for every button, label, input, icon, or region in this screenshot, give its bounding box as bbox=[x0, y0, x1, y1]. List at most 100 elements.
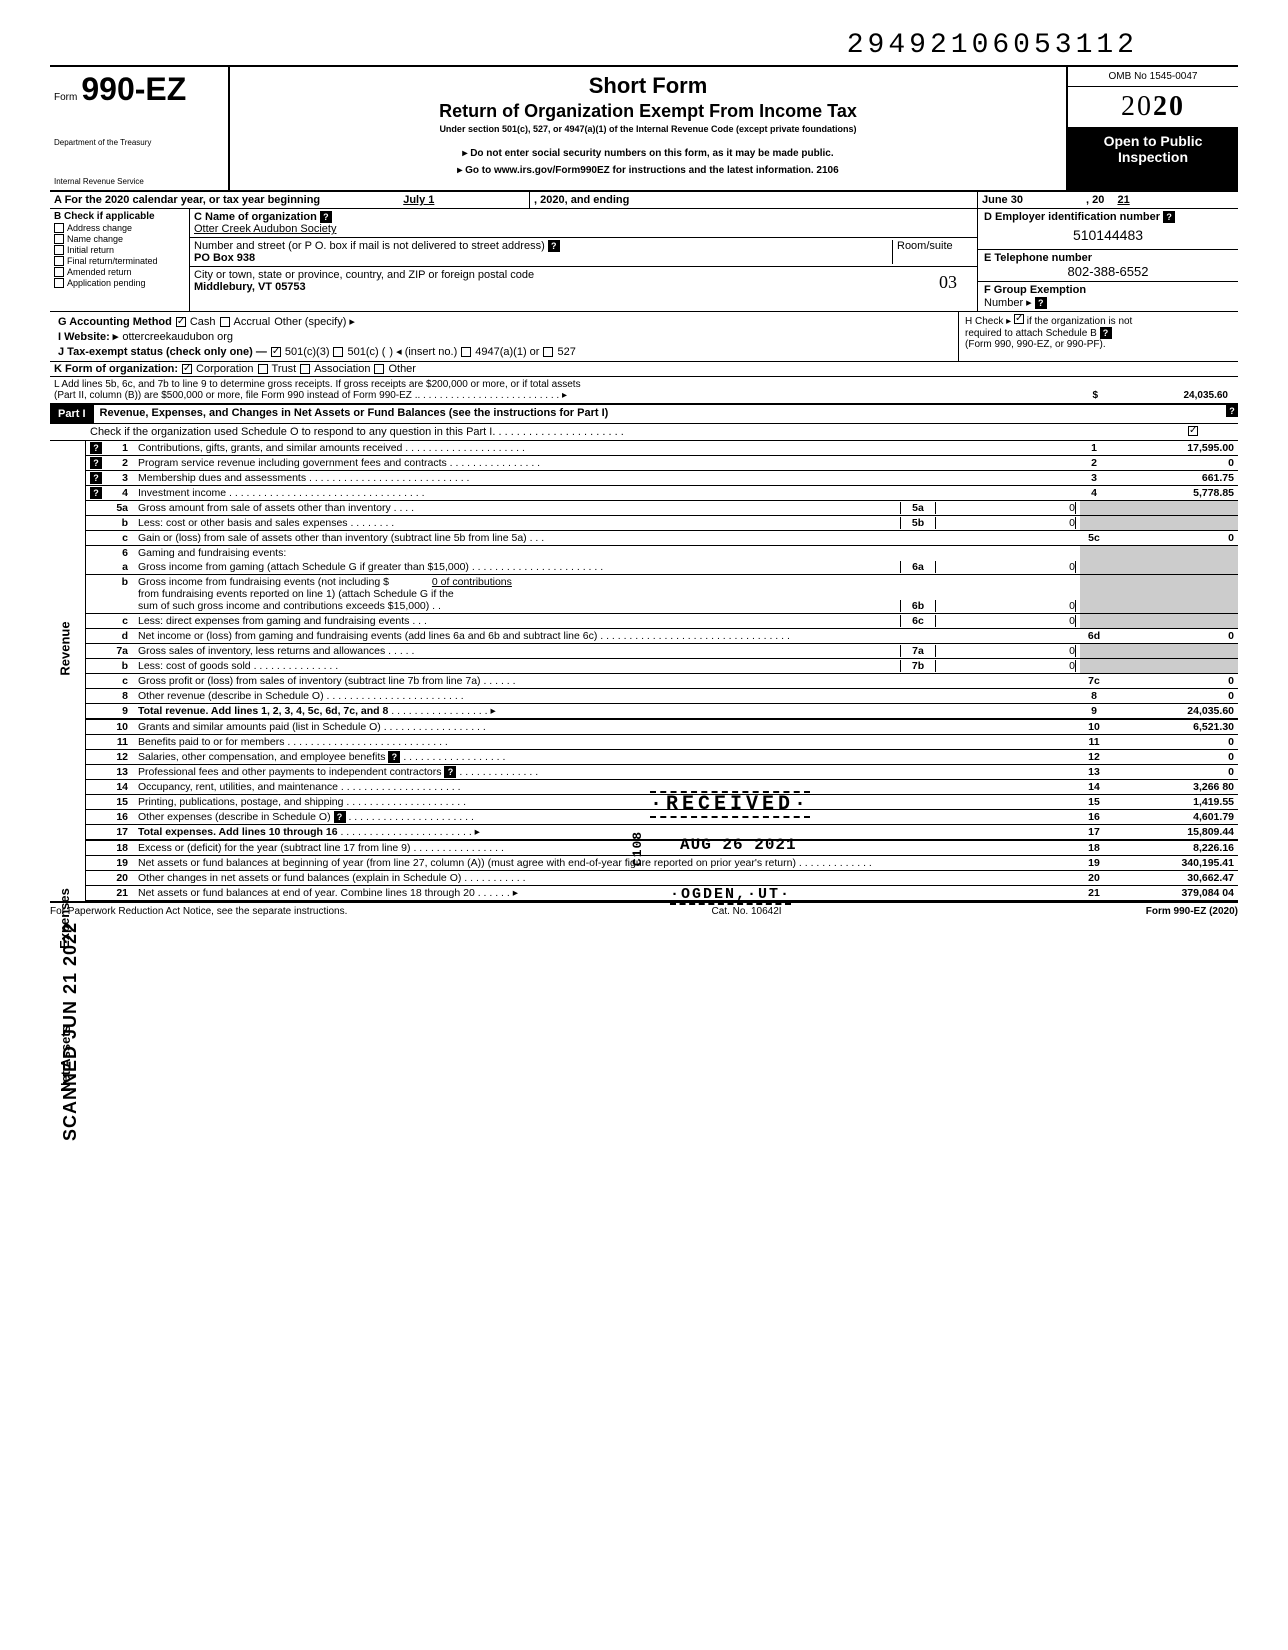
chk-accrual[interactable] bbox=[220, 317, 230, 327]
year-outline: 20 bbox=[1121, 91, 1153, 122]
help-icon[interactable]: ? bbox=[1163, 211, 1175, 223]
handwritten-03: 03 bbox=[939, 272, 957, 293]
chk-corp[interactable] bbox=[182, 364, 192, 374]
ln6a-desc: Gross income from gaming (attach Schedul… bbox=[138, 561, 469, 573]
chk-final[interactable] bbox=[54, 256, 64, 266]
help-icon[interactable]: ? bbox=[90, 442, 102, 454]
chk-cash[interactable] bbox=[176, 317, 186, 327]
help-icon[interactable]: ? bbox=[1226, 405, 1238, 417]
ln16-val: 4,601.79 bbox=[1108, 810, 1238, 825]
ln19-rn: 19 bbox=[1080, 856, 1108, 871]
ln2-desc: Program service revenue including govern… bbox=[138, 457, 447, 469]
e-label: E Telephone number bbox=[984, 252, 1092, 264]
ln3-num: 3 bbox=[106, 471, 134, 486]
ln13-val: 0 bbox=[1108, 765, 1238, 780]
ln6b-d4: sum of such gross income and contributio… bbox=[138, 600, 429, 612]
help-icon[interactable]: ? bbox=[90, 487, 102, 499]
help-icon[interactable]: ? bbox=[444, 766, 456, 778]
ln21-val: 379,084 04 bbox=[1108, 886, 1238, 901]
help-icon[interactable]: ? bbox=[388, 751, 400, 763]
help-icon[interactable]: ? bbox=[320, 211, 332, 223]
ln5a-sv: 0 bbox=[936, 502, 1076, 514]
ein: 510144483 bbox=[984, 223, 1232, 247]
help-icon[interactable]: ? bbox=[1100, 327, 1112, 339]
part1-header-row: Part I Revenue, Expenses, and Changes in… bbox=[50, 404, 1238, 424]
ln9-num: 9 bbox=[106, 704, 134, 720]
lbl-4947: 4947(a)(1) or bbox=[475, 346, 539, 358]
chk-amended[interactable] bbox=[54, 267, 64, 277]
help-icon[interactable]: ? bbox=[1035, 297, 1047, 309]
row-a-mid: , 2020, and ending bbox=[530, 192, 978, 208]
j-label: J Tax-exempt status (check only one) — bbox=[58, 346, 267, 358]
ln5c-desc: Gain or (loss) from sale of assets other… bbox=[138, 532, 527, 544]
header-right: OMB No 1545-0047 2020 Open to Public Ins… bbox=[1068, 67, 1238, 190]
chk-527[interactable] bbox=[543, 347, 553, 357]
chk-assoc[interactable] bbox=[300, 364, 310, 374]
lbl-accrual: Accrual bbox=[234, 316, 271, 328]
po-box: PO Box 938 bbox=[194, 252, 255, 264]
help-icon[interactable]: ? bbox=[90, 472, 102, 484]
ln6a-sv: 0 bbox=[936, 561, 1076, 573]
ln17-num: 17 bbox=[106, 825, 134, 841]
label-netassets: Net Assets bbox=[58, 1025, 73, 1092]
ln12-rn: 12 bbox=[1080, 750, 1108, 765]
chk-501c[interactable] bbox=[333, 347, 343, 357]
date-stamp: AUG 26 2021 bbox=[680, 836, 797, 854]
chk-other-org[interactable] bbox=[374, 364, 384, 374]
ln19-val: 340,195.41 bbox=[1108, 856, 1238, 871]
chk-4947[interactable] bbox=[461, 347, 471, 357]
lbl-other-org: Other bbox=[388, 363, 416, 375]
return-title: Return of Organization Exempt From Incom… bbox=[236, 101, 1060, 122]
col-de: D Employer identification number ? 51014… bbox=[978, 209, 1238, 311]
ln18-num: 18 bbox=[106, 840, 134, 856]
ln6b-d2: 0 of contributions bbox=[392, 576, 512, 588]
insert-no: ) ◂ (insert no.) bbox=[389, 345, 457, 358]
ln5a-sn: 5a bbox=[900, 502, 936, 514]
part1-title: Revenue, Expenses, and Changes in Net As… bbox=[94, 405, 1226, 423]
help-icon[interactable]: ? bbox=[548, 240, 560, 252]
ln7c-rn: 7c bbox=[1080, 674, 1108, 689]
d-label: D Employer identification number bbox=[984, 211, 1160, 223]
ln6d-desc: Net income or (loss) from gaming and fun… bbox=[138, 630, 597, 642]
ln7c-num: c bbox=[106, 674, 134, 689]
chk-initial[interactable] bbox=[54, 245, 64, 255]
chk-pending[interactable] bbox=[54, 278, 64, 288]
ln6b-sn: 6b bbox=[900, 600, 936, 612]
help-icon[interactable]: ? bbox=[90, 457, 102, 469]
help-icon[interactable]: ? bbox=[334, 811, 346, 823]
ln8-rn: 8 bbox=[1080, 689, 1108, 704]
h-text4: (Form 990, 990-EZ, or 990-PF). bbox=[965, 339, 1232, 350]
ln18-desc: Excess or (deficit) for the year (subtra… bbox=[138, 842, 411, 854]
ln18-val: 8,226.16 bbox=[1108, 840, 1238, 856]
footer: For Paperwork Reduction Act Notice, see … bbox=[50, 901, 1238, 917]
ln6-num: 6 bbox=[106, 546, 134, 561]
ln4-num: 4 bbox=[106, 486, 134, 501]
c108-stamp: C108 bbox=[630, 831, 645, 866]
ln14-num: 14 bbox=[106, 780, 134, 795]
ln2-num: 2 bbox=[106, 456, 134, 471]
ln4-rn: 4 bbox=[1080, 486, 1108, 501]
ln7a-num: 7a bbox=[106, 644, 134, 659]
form-prefix: Form bbox=[54, 92, 77, 103]
chk-address[interactable] bbox=[54, 223, 64, 233]
open-public: Open to Public Inspection bbox=[1068, 127, 1238, 190]
col-b: B Check if applicable Address change Nam… bbox=[50, 209, 190, 311]
under-section: Under section 501(c), 527, or 4947(a)(1)… bbox=[236, 124, 1060, 134]
ln6c-sv: 0 bbox=[936, 615, 1076, 627]
ln6b-sv: 0 bbox=[936, 600, 1076, 612]
ln20-val: 30,662.47 bbox=[1108, 871, 1238, 886]
chk-501c3[interactable] bbox=[271, 347, 281, 357]
ln1-num: 1 bbox=[106, 441, 134, 456]
chk-h[interactable] bbox=[1014, 314, 1024, 324]
ln2-rn: 2 bbox=[1080, 456, 1108, 471]
ln8-val: 0 bbox=[1108, 689, 1238, 704]
c-label: C Name of organization bbox=[194, 211, 317, 223]
ln9-val: 24,035.60 bbox=[1108, 704, 1238, 720]
f-label2: Number ▸ bbox=[984, 297, 1032, 309]
ln9-rn: 9 bbox=[1080, 704, 1108, 720]
lbl-cash: Cash bbox=[190, 316, 216, 328]
chk-schedule-o[interactable] bbox=[1188, 426, 1198, 436]
chk-trust[interactable] bbox=[258, 364, 268, 374]
chk-name[interactable] bbox=[54, 234, 64, 244]
instruction-ssn: ▸ Do not enter social security numbers o… bbox=[236, 148, 1060, 159]
